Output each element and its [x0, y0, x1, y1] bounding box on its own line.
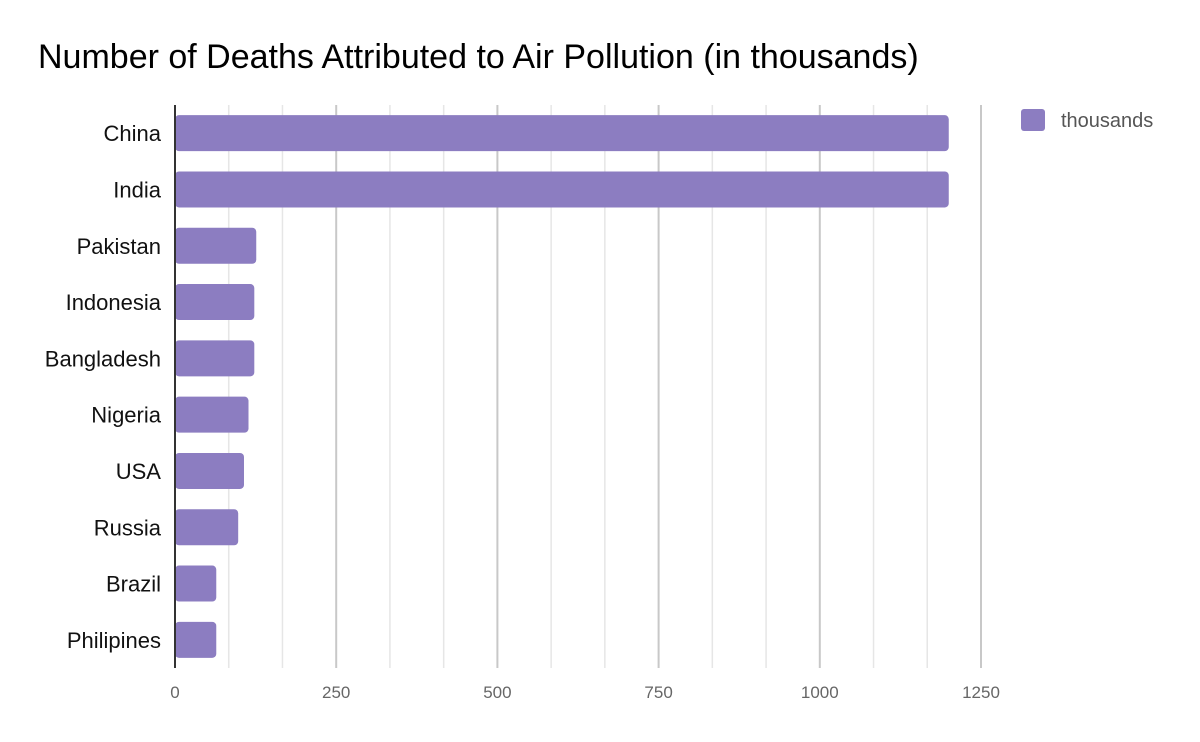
x-tick-label: 750 — [644, 683, 672, 702]
category-label: Pakistan — [77, 234, 161, 259]
category-label: India — [113, 177, 161, 202]
category-label: China — [104, 121, 162, 146]
category-label: Nigeria — [91, 403, 161, 428]
bar-brazil — [175, 565, 217, 602]
legend-label: thousands — [1061, 110, 1153, 132]
x-tick-label: 1000 — [801, 683, 839, 702]
category-label: Bangladesh — [45, 346, 161, 371]
category-label: Russia — [94, 515, 162, 540]
category-label: Indonesia — [66, 290, 162, 315]
legend-swatch — [1021, 109, 1045, 131]
category-label: USA — [116, 459, 162, 484]
bar-china — [175, 115, 949, 152]
x-tick-label: 0 — [170, 683, 179, 702]
bar-india — [175, 171, 949, 208]
bar-pakistan — [175, 227, 257, 264]
bar-philipines — [175, 621, 217, 658]
bar-nigeria — [175, 396, 249, 433]
bar-bangladesh — [175, 340, 255, 377]
x-tick-label: 500 — [483, 683, 511, 702]
x-tick-label: 250 — [322, 683, 350, 702]
x-tick-label: 1250 — [962, 683, 1000, 702]
bar-usa — [175, 452, 244, 489]
bar-russia — [175, 509, 239, 546]
chart-title: Number of Deaths Attributed to Air Pollu… — [38, 38, 919, 76]
category-label: Brazil — [106, 572, 161, 597]
bar-indonesia — [175, 284, 255, 321]
category-label: Philipines — [67, 628, 161, 653]
